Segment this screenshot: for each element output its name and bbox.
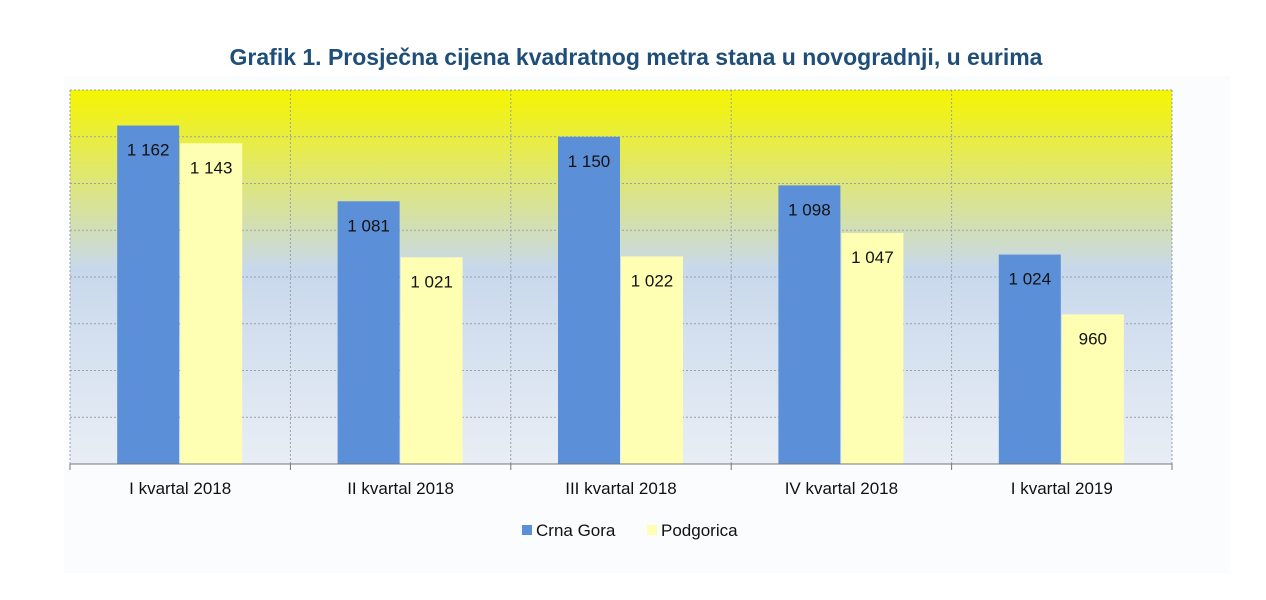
data-label: 1 162 bbox=[127, 141, 170, 160]
bar-crna-gora bbox=[558, 136, 620, 464]
bar-podgorica bbox=[1061, 314, 1124, 464]
legend-swatch-crna-gora bbox=[522, 525, 532, 535]
bar-podgorica bbox=[841, 233, 904, 464]
bar-crna-gora bbox=[337, 201, 400, 464]
data-label: 1 098 bbox=[788, 200, 831, 219]
x-tick-label: I kvartal 2018 bbox=[129, 479, 231, 498]
bar-crna-gora bbox=[117, 125, 180, 464]
chart-title: Grafik 1. Prosječna cijena kvadratnog me… bbox=[230, 44, 1043, 70]
bar-crna-gora bbox=[998, 254, 1061, 464]
bars bbox=[117, 125, 1124, 465]
data-label: 1 024 bbox=[1009, 270, 1052, 289]
legend-label: Crna Gora bbox=[536, 521, 616, 540]
x-tick-label: III kvartal 2018 bbox=[565, 479, 677, 498]
x-axis-labels: I kvartal 2018 II kvartal 2018 III kvartal… bbox=[129, 479, 1113, 498]
data-labels: 1 162 1 081 1 150 1 098 1 024 1 143 1 021 1 022… bbox=[127, 141, 1107, 349]
x-axis bbox=[69, 463, 1173, 470]
x-tick-label: IV kvartal 2018 bbox=[785, 479, 898, 498]
bar-podgorica bbox=[621, 256, 683, 464]
bar-crna-gora bbox=[778, 185, 841, 464]
legend-label: Podgorica bbox=[661, 521, 738, 540]
data-label: 960 bbox=[1079, 329, 1107, 348]
legend-swatch-podgorica bbox=[647, 525, 657, 535]
data-label: 1 150 bbox=[568, 152, 611, 171]
bar-podgorica bbox=[400, 257, 463, 464]
data-label: 1 081 bbox=[347, 216, 390, 235]
data-label: 1 021 bbox=[410, 272, 453, 291]
data-label: 1 047 bbox=[851, 248, 894, 267]
bar-podgorica bbox=[180, 143, 243, 465]
x-tick-label: I kvartal 2019 bbox=[1011, 479, 1113, 498]
data-label: 1 022 bbox=[631, 271, 674, 290]
legend: Crna Gora Podgorica bbox=[522, 521, 738, 540]
data-label: 1 143 bbox=[190, 158, 233, 177]
x-tick-label: II kvartal 2018 bbox=[347, 479, 454, 498]
